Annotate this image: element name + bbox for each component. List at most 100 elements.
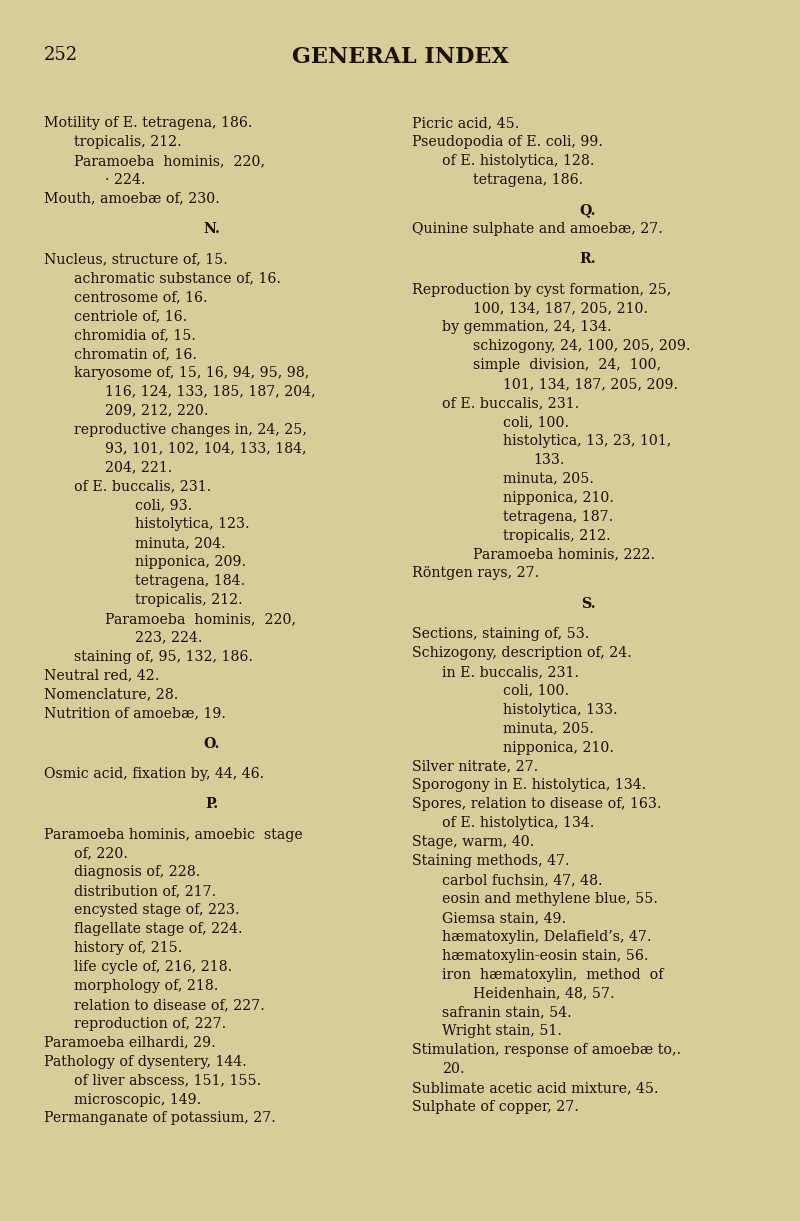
Text: histolytica, 13, 23, 101,: histolytica, 13, 23, 101, [503,433,671,448]
Text: Permanganate of potassium, 27.: Permanganate of potassium, 27. [44,1111,276,1126]
Text: Mouth, amoebæ of, 230.: Mouth, amoebæ of, 230. [44,192,220,205]
Text: centriole of, 16.: centriole of, 16. [74,309,188,324]
Text: Heidenhain, 48, 57.: Heidenhain, 48, 57. [473,987,614,1000]
Text: Sulphate of copper, 27.: Sulphate of copper, 27. [412,1100,579,1114]
Text: nipponica, 210.: nipponica, 210. [503,740,614,755]
Text: Nucleus, structure of, 15.: Nucleus, structure of, 15. [44,253,228,266]
Text: Pathology of dysentery, 144.: Pathology of dysentery, 144. [44,1055,246,1068]
Text: histolytica, 133.: histolytica, 133. [503,702,618,717]
Text: 116, 124, 133, 185, 187, 204,: 116, 124, 133, 185, 187, 204, [105,385,315,399]
Text: encysted stage of, 223.: encysted stage of, 223. [74,904,240,917]
Text: staining of, 95, 132, 186.: staining of, 95, 132, 186. [74,650,254,664]
Text: distribution of, 217.: distribution of, 217. [74,884,217,899]
Text: diagnosis of, 228.: diagnosis of, 228. [74,866,201,879]
Text: coli, 100.: coli, 100. [503,684,570,697]
Text: 100, 134, 187, 205, 210.: 100, 134, 187, 205, 210. [473,302,648,315]
Text: histolytica, 123.: histolytica, 123. [135,518,250,531]
Text: reproduction of, 227.: reproduction of, 227. [74,1017,226,1031]
Text: of, 220.: of, 220. [74,846,128,861]
Text: 20.: 20. [442,1062,465,1076]
Text: microscopic, 149.: microscopic, 149. [74,1093,202,1106]
Text: tropicalis, 212.: tropicalis, 212. [503,529,611,542]
Text: tropicalis, 212.: tropicalis, 212. [74,136,182,149]
Text: history of, 215.: history of, 215. [74,941,182,955]
Text: nipponica, 209.: nipponica, 209. [135,556,246,569]
Text: Silver nitrate, 27.: Silver nitrate, 27. [412,759,538,773]
Text: Paramoeba  hominis,  220,: Paramoeba hominis, 220, [105,612,296,626]
Text: 223, 224.: 223, 224. [135,631,202,645]
Text: Sporogony in E. histolytica, 134.: Sporogony in E. histolytica, 134. [412,778,646,792]
Text: Paramoeba hominis, 222.: Paramoeba hominis, 222. [473,547,655,562]
Text: P.: P. [206,797,218,811]
Text: achromatic substance of, 16.: achromatic substance of, 16. [74,271,282,286]
Text: Picric acid, 45.: Picric acid, 45. [412,116,519,129]
Text: safranin stain, 54.: safranin stain, 54. [442,1005,572,1020]
Text: relation to disease of, 227.: relation to disease of, 227. [74,998,266,1012]
Text: Paramoeba  hominis,  220,: Paramoeba hominis, 220, [74,154,266,167]
Text: 209, 212, 220.: 209, 212, 220. [105,404,208,418]
Text: 252: 252 [44,46,78,65]
Text: 93, 101, 102, 104, 133, 184,: 93, 101, 102, 104, 133, 184, [105,442,306,455]
Text: 101, 134, 187, 205, 209.: 101, 134, 187, 205, 209. [503,377,678,391]
Text: Sections, staining of, 53.: Sections, staining of, 53. [412,626,590,641]
Text: of E. histolytica, 134.: of E. histolytica, 134. [442,816,594,830]
Text: Stage, warm, 40.: Stage, warm, 40. [412,835,534,849]
Text: of liver abscess, 151, 155.: of liver abscess, 151, 155. [74,1073,262,1088]
Text: Spores, relation to disease of, 163.: Spores, relation to disease of, 163. [412,797,662,811]
Text: Staining methods, 47.: Staining methods, 47. [412,853,570,868]
Text: Reproduction by cyst formation, 25,: Reproduction by cyst formation, 25, [412,282,671,297]
Text: centrosome of, 16.: centrosome of, 16. [74,291,208,304]
Text: O.: O. [204,736,220,751]
Text: schizogony, 24, 100, 205, 209.: schizogony, 24, 100, 205, 209. [473,339,690,353]
Text: N.: N. [203,222,221,236]
Text: Nutrition of amoebæ, 19.: Nutrition of amoebæ, 19. [44,707,226,720]
Text: Sublimate acetic acid mixture, 45.: Sublimate acetic acid mixture, 45. [412,1081,658,1095]
Text: by gemmation, 24, 134.: by gemmation, 24, 134. [442,320,612,335]
Text: carbol fuchsin, 47, 48.: carbol fuchsin, 47, 48. [442,873,603,886]
Text: Röntgen rays, 27.: Röntgen rays, 27. [412,567,539,580]
Text: reproductive changes in, 24, 25,: reproductive changes in, 24, 25, [74,422,307,437]
Text: of E. histolytica, 128.: of E. histolytica, 128. [442,154,595,167]
Text: morphology of, 218.: morphology of, 218. [74,979,218,993]
Text: 204, 221.: 204, 221. [105,460,172,475]
Text: of E. buccalis, 231.: of E. buccalis, 231. [442,396,580,410]
Text: coli, 93.: coli, 93. [135,498,193,513]
Text: Quinine sulphate and amoebæ, 27.: Quinine sulphate and amoebæ, 27. [412,222,663,236]
Text: Schizogony, description of, 24.: Schizogony, description of, 24. [412,646,632,659]
Text: tetragena, 186.: tetragena, 186. [473,172,583,187]
Text: life cycle of, 216, 218.: life cycle of, 216, 218. [74,960,233,974]
Text: S.: S. [581,597,595,610]
Text: flagellate stage of, 224.: flagellate stage of, 224. [74,922,243,937]
Text: Paramoeba hominis, amoebic  stage: Paramoeba hominis, amoebic stage [44,828,302,841]
Text: Q.: Q. [580,203,596,217]
Text: iron  hæmatoxylin,  method  of: iron hæmatoxylin, method of [442,967,664,982]
Text: simple  division,  24,  100,: simple division, 24, 100, [473,358,661,372]
Text: tetragena, 184.: tetragena, 184. [135,574,246,589]
Text: karyosome of, 15, 16, 94, 95, 98,: karyosome of, 15, 16, 94, 95, 98, [74,366,310,380]
Text: minuta, 204.: minuta, 204. [135,536,226,551]
Text: chromidia of, 15.: chromidia of, 15. [74,328,197,342]
Text: Stimulation, response of amoebæ to,.: Stimulation, response of amoebæ to,. [412,1043,681,1057]
Text: Pseudopodia of E. coli, 99.: Pseudopodia of E. coli, 99. [412,136,603,149]
Text: 133.: 133. [534,453,565,466]
Text: Motility of E. tetragena, 186.: Motility of E. tetragena, 186. [44,116,253,129]
Text: Osmic acid, fixation by, 44, 46.: Osmic acid, fixation by, 44, 46. [44,767,264,781]
Text: · 224.: · 224. [105,172,146,187]
Text: Neutral red, 42.: Neutral red, 42. [44,669,159,683]
Text: eosin and methylene blue, 55.: eosin and methylene blue, 55. [442,891,658,906]
Text: hæmatoxylin-eosin stain, 56.: hæmatoxylin-eosin stain, 56. [442,949,649,962]
Text: minuta, 205.: minuta, 205. [503,722,594,735]
Text: Nomenclature, 28.: Nomenclature, 28. [44,687,178,702]
Text: in E. buccalis, 231.: in E. buccalis, 231. [442,664,579,679]
Text: tetragena, 187.: tetragena, 187. [503,509,614,524]
Text: hæmatoxylin, Delafield’s, 47.: hæmatoxylin, Delafield’s, 47. [442,929,652,944]
Text: Giemsa stain, 49.: Giemsa stain, 49. [442,911,566,924]
Text: chromatin of, 16.: chromatin of, 16. [74,347,198,361]
Text: tropicalis, 212.: tropicalis, 212. [135,593,243,607]
Text: coli, 100.: coli, 100. [503,415,570,429]
Text: GENERAL INDEX: GENERAL INDEX [292,46,508,68]
Text: minuta, 205.: minuta, 205. [503,471,594,486]
Text: R.: R. [580,253,596,266]
Text: nipponica, 210.: nipponica, 210. [503,491,614,504]
Text: Wright stain, 51.: Wright stain, 51. [442,1024,562,1038]
